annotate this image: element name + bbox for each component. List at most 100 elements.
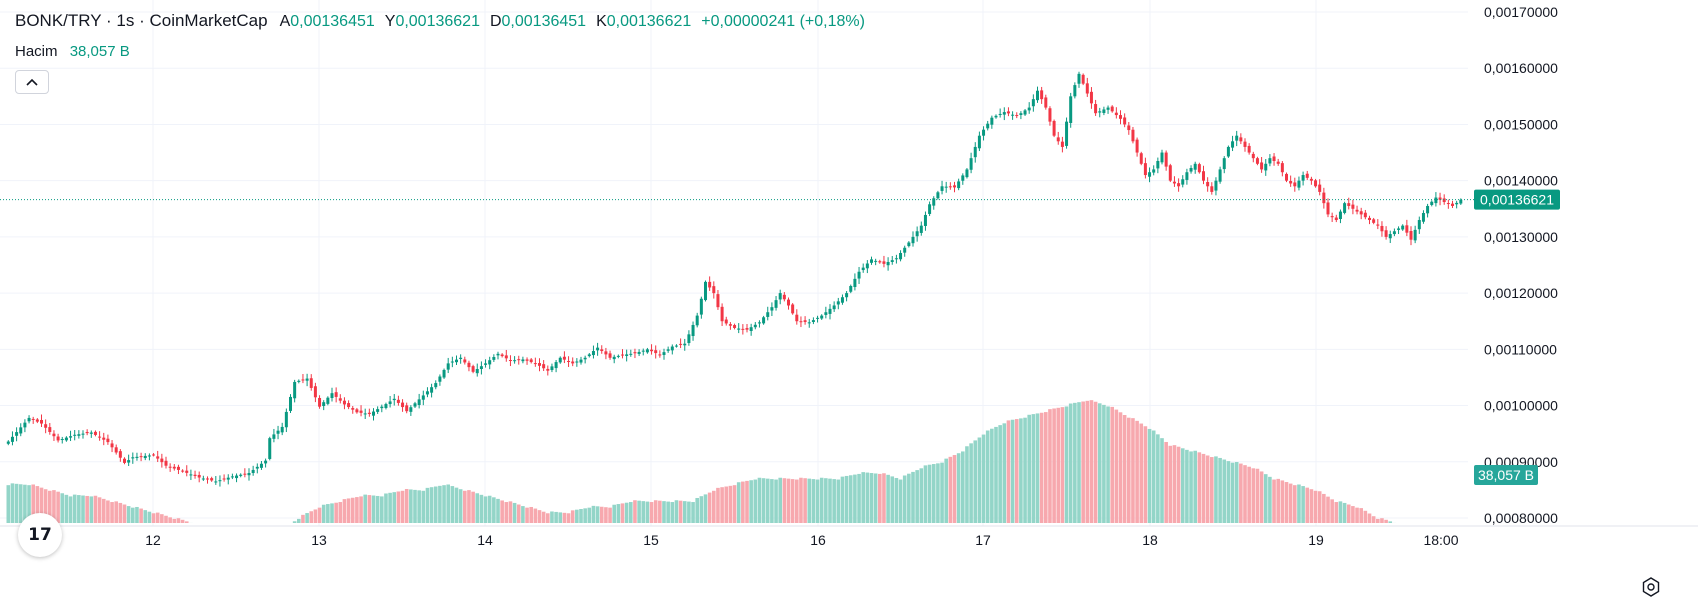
volume-bar xyxy=(10,483,15,523)
candle-body xyxy=(1164,152,1168,167)
volume-bar xyxy=(1234,462,1239,523)
volume-bar xyxy=(1172,445,1177,523)
volume-bar xyxy=(1222,459,1227,523)
candle-body xyxy=(787,299,790,306)
candle-body xyxy=(820,315,824,319)
volume-bar xyxy=(1280,480,1285,523)
candle-body xyxy=(64,437,68,441)
volume-bar xyxy=(155,512,160,523)
volume-bar xyxy=(1259,471,1264,523)
candle-body xyxy=(334,392,338,397)
candle-body xyxy=(940,186,944,191)
volume-bar xyxy=(421,490,426,523)
volume-bar xyxy=(14,483,19,523)
volume-bar xyxy=(1326,496,1330,523)
candle-body xyxy=(1334,217,1338,221)
volume-bar xyxy=(143,510,148,523)
volume-bar xyxy=(1388,521,1393,523)
time-axis[interactable]: 12 13 14 15 16 17 18 19 18:00 xyxy=(145,532,1459,548)
candle-body xyxy=(1235,135,1239,141)
candle-body xyxy=(766,312,770,317)
candle-body xyxy=(160,458,164,463)
price-axis[interactable]: 0,00170000 0,00160000 0,00150000 0,00140000… xyxy=(1484,4,1558,526)
candle-body xyxy=(704,281,707,301)
tradingview-logo[interactable]: 17 xyxy=(18,513,62,557)
candle-body xyxy=(1322,192,1326,204)
volume-bar xyxy=(782,478,787,523)
candle-body xyxy=(123,458,126,463)
gear-icon[interactable] xyxy=(1640,576,1662,598)
volume-bar xyxy=(409,489,413,523)
candle-body xyxy=(272,434,276,439)
volume-bar xyxy=(1189,451,1193,523)
candle-body xyxy=(56,436,60,441)
volume-bar xyxy=(819,477,824,523)
volume-bar xyxy=(546,513,550,523)
candle-body xyxy=(770,307,774,311)
time-tick-label: 17 xyxy=(975,532,991,548)
candle-body xyxy=(239,474,243,476)
candle-body xyxy=(957,181,961,189)
volume-bar xyxy=(1218,457,1222,523)
volume-bar xyxy=(110,502,114,523)
volume-bar xyxy=(869,473,874,523)
volume-bar xyxy=(297,518,301,523)
candle-body xyxy=(513,360,517,362)
volume-bar xyxy=(832,479,836,523)
volume-bar xyxy=(18,484,23,523)
candle-body xyxy=(1189,168,1193,172)
candle-body xyxy=(1260,162,1264,170)
volume-bar xyxy=(575,509,579,523)
candle-body xyxy=(699,298,703,315)
candle-body xyxy=(650,349,654,352)
candle-body xyxy=(720,306,724,322)
candle-body xyxy=(612,356,616,360)
candle-body xyxy=(554,362,558,369)
volume-bar xyxy=(359,496,363,523)
candle-body xyxy=(1114,112,1118,116)
collapse-legend-button[interactable] xyxy=(15,70,49,94)
candle-body xyxy=(708,281,712,288)
candle-body xyxy=(1102,109,1106,114)
symbol-title[interactable]: BONK/TRY · 1s · CoinMarketCap xyxy=(15,11,268,30)
candle-body xyxy=(218,480,222,482)
candle-body xyxy=(363,413,367,415)
candle-body xyxy=(430,387,434,393)
volume-bar xyxy=(93,495,98,523)
volume-bar xyxy=(404,488,409,523)
candle-body xyxy=(15,432,19,436)
candle-body xyxy=(446,363,450,370)
time-tick-label: 18:00 xyxy=(1423,532,1458,548)
candle-body xyxy=(874,260,878,262)
volume-bar xyxy=(346,498,351,523)
volume-bar xyxy=(604,507,608,523)
candle-body xyxy=(214,481,218,483)
candle-body xyxy=(488,360,492,365)
candle-body xyxy=(591,351,595,356)
candle-body xyxy=(907,242,911,247)
candle-body xyxy=(919,225,923,233)
volume-label[interactable]: Hacim xyxy=(15,43,58,60)
volume-bar xyxy=(118,502,123,523)
candle-body xyxy=(1085,83,1089,94)
volume-bar xyxy=(1176,446,1181,523)
volume-bar xyxy=(77,495,81,523)
candle-body xyxy=(1094,104,1098,114)
volume-bar xyxy=(940,462,944,523)
candle-body xyxy=(351,408,355,410)
candle-body xyxy=(749,327,753,332)
candle-body xyxy=(757,322,761,324)
candle-body xyxy=(322,402,326,407)
candle-body xyxy=(1011,114,1015,116)
candle-body xyxy=(662,352,666,355)
volume-bar xyxy=(363,494,367,523)
price-tick-label: 0,00120000 xyxy=(1484,285,1558,301)
volume-bar xyxy=(674,500,679,523)
volume-bar xyxy=(35,486,40,523)
volume-bar xyxy=(1330,499,1334,523)
candle-body xyxy=(85,431,89,434)
volume-bar xyxy=(392,492,397,523)
volume-bar xyxy=(1060,407,1065,523)
volume-bar xyxy=(1127,417,1131,523)
